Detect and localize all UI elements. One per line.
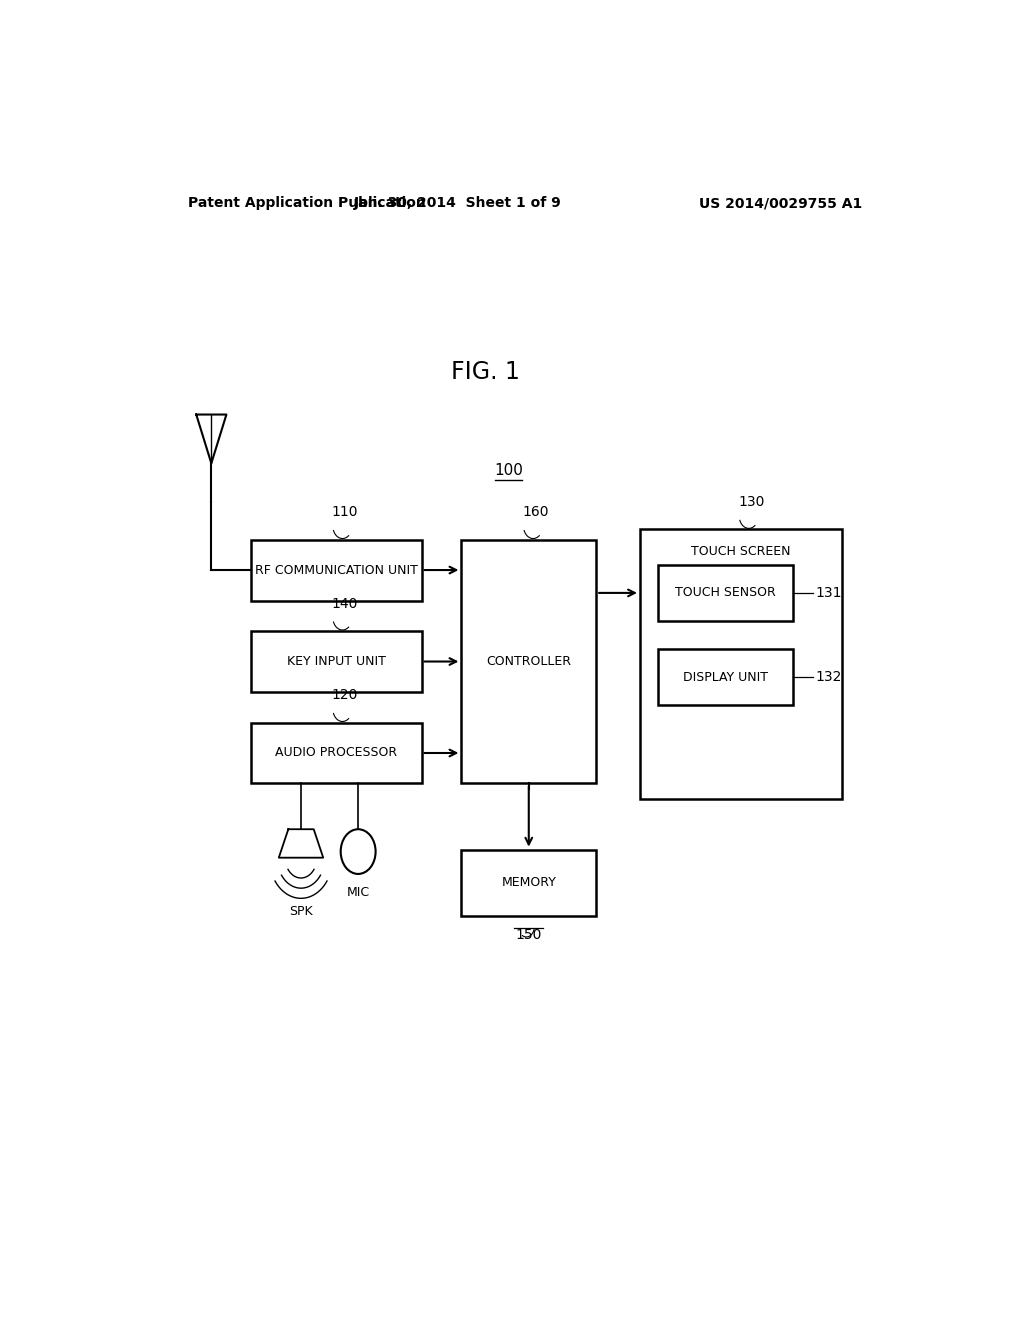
Bar (251, 631, 422, 692)
Text: TOUCH SENSOR: TOUCH SENSOR (675, 586, 776, 599)
Text: 100: 100 (495, 462, 523, 478)
Text: Patent Application Publication: Patent Application Publication (187, 197, 425, 210)
Text: MEMORY: MEMORY (502, 876, 556, 890)
Text: 120: 120 (332, 688, 358, 702)
Bar (658, 649, 793, 705)
Text: 150: 150 (515, 928, 542, 941)
Text: MIC: MIC (346, 886, 370, 899)
Text: 130: 130 (738, 495, 764, 510)
Bar (251, 540, 422, 601)
Text: TOUCH SCREEN: TOUCH SCREEN (691, 545, 791, 558)
Text: CONTROLLER: CONTROLLER (486, 655, 571, 668)
Bar (640, 529, 843, 799)
Text: KEY INPUT UNIT: KEY INPUT UNIT (287, 655, 386, 668)
Text: FIG. 1: FIG. 1 (451, 360, 519, 384)
Circle shape (341, 829, 376, 874)
Text: SPK: SPK (289, 906, 312, 919)
Bar (658, 565, 793, 620)
Bar (461, 540, 596, 784)
Text: 140: 140 (332, 597, 358, 611)
Text: RF COMMUNICATION UNIT: RF COMMUNICATION UNIT (255, 564, 418, 577)
Text: US 2014/0029755 A1: US 2014/0029755 A1 (698, 197, 862, 210)
Text: 132: 132 (815, 671, 842, 684)
Text: Jan. 30, 2014  Sheet 1 of 9: Jan. 30, 2014 Sheet 1 of 9 (353, 197, 561, 210)
Bar (461, 850, 596, 916)
Text: 131: 131 (815, 586, 842, 599)
Text: 110: 110 (332, 506, 358, 519)
Text: 160: 160 (522, 506, 549, 519)
Text: AUDIO PROCESSOR: AUDIO PROCESSOR (275, 747, 397, 759)
Bar (251, 722, 422, 784)
Text: DISPLAY UNIT: DISPLAY UNIT (683, 671, 768, 684)
